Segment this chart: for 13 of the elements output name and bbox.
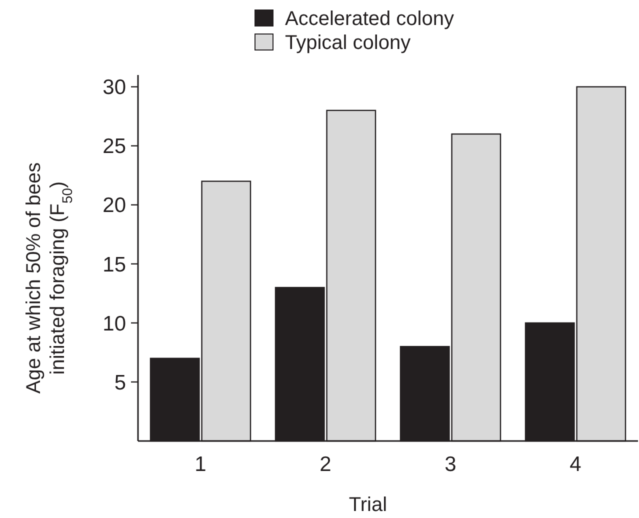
y-tick-label: 30: [102, 76, 126, 100]
legend-label: Accelerated colony: [285, 8, 454, 30]
y-tick-label: 15: [102, 253, 126, 276]
x-axis-title: Trial: [348, 494, 388, 516]
x-tick-label: 4: [570, 453, 582, 476]
x-tick-label: 3: [444, 453, 456, 476]
y-tick-label: 25: [102, 135, 126, 158]
x-tick-label: 2: [320, 453, 332, 476]
legend-label: Typical colony: [285, 32, 411, 54]
y-tick-label: 5: [114, 371, 126, 394]
y-tick-label: 10: [102, 312, 126, 336]
x-tick-label: 1: [194, 453, 206, 476]
y-tick-label: 20: [102, 194, 126, 218]
